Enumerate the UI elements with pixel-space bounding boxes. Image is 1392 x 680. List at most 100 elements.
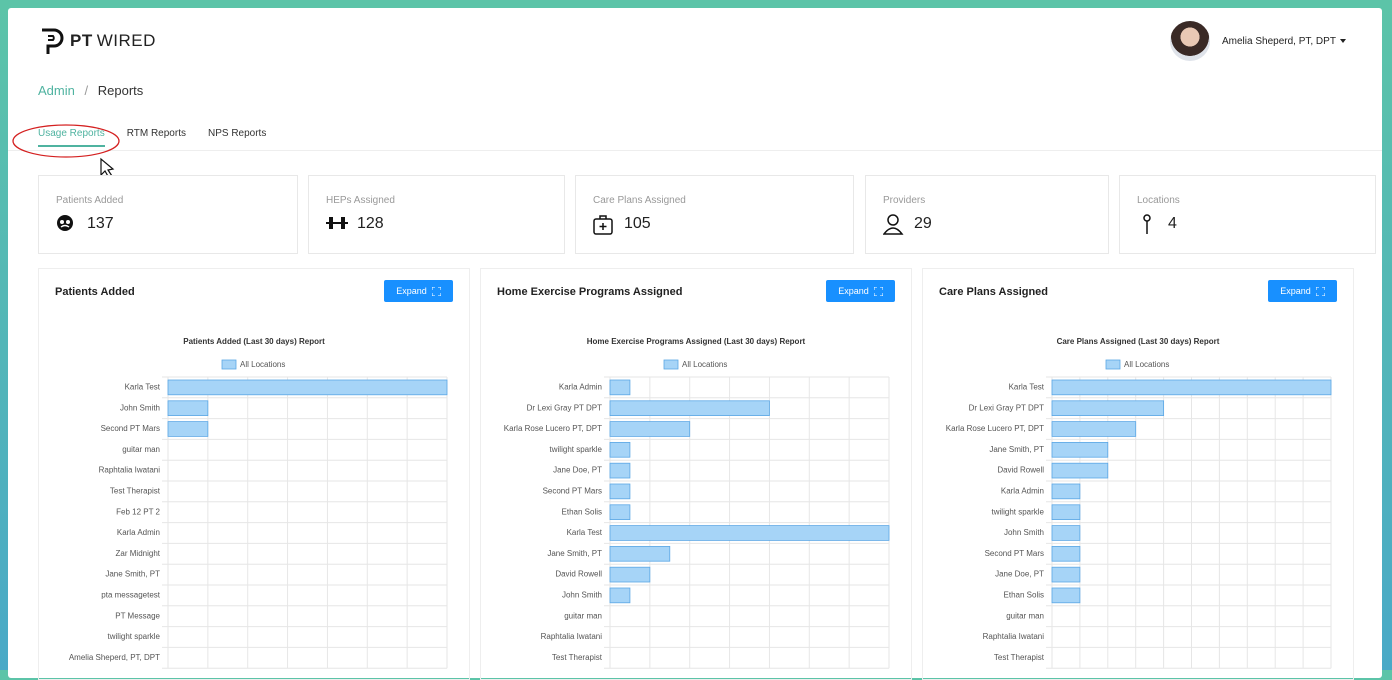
y-tick-label: Jane Doe, PT bbox=[553, 466, 602, 475]
logo-text: WIRED bbox=[96, 31, 156, 50]
legend-label: All Locations bbox=[240, 360, 285, 369]
annotation bbox=[12, 124, 120, 179]
y-tick-label: guitar man bbox=[564, 611, 602, 620]
bar bbox=[609, 504, 631, 521]
y-tick-label: Karla Admin bbox=[117, 528, 160, 537]
y-tick-label: guitar man bbox=[122, 445, 160, 454]
y-tick-label: Karla Admin bbox=[559, 383, 602, 392]
y-tick-label: Dr Lexi Gray PT DPT bbox=[969, 403, 1045, 412]
stat-icon bbox=[326, 217, 348, 229]
y-tick-label: Ethan Solis bbox=[1004, 591, 1044, 600]
logo-bold: PT bbox=[70, 31, 93, 50]
bar bbox=[609, 379, 631, 396]
y-tick-label: Karla Rose Lucero PT, DPT bbox=[504, 424, 602, 433]
bar bbox=[609, 525, 890, 541]
chart-panel: Home Exercise Programs Assigned Expand H… bbox=[480, 268, 912, 680]
bar bbox=[609, 441, 631, 458]
breadcrumb-sep: / bbox=[84, 83, 89, 98]
chart: Patients Added (Last 30 days) Report All … bbox=[69, 337, 448, 669]
bar bbox=[1051, 483, 1081, 500]
stat-icon bbox=[593, 215, 613, 235]
bar bbox=[167, 400, 209, 417]
logo[interactable]: PT WIRED bbox=[38, 26, 156, 56]
y-tick-label: Jane Smith, PT bbox=[105, 570, 160, 579]
breadcrumb-link[interactable]: Admin bbox=[38, 83, 75, 98]
stat-value: 128 bbox=[357, 215, 384, 232]
panel-heading: Patients Added bbox=[55, 286, 135, 298]
y-tick-label: John Smith bbox=[1004, 528, 1044, 537]
button-label: Expand bbox=[1280, 286, 1311, 296]
y-tick-label: Test Therapist bbox=[110, 487, 161, 496]
stat-icon bbox=[883, 214, 904, 235]
y-tick-label: John Smith bbox=[562, 591, 602, 600]
tabs: Usage Reports RTM Reports NPS Reports bbox=[38, 128, 266, 147]
legend-label: All Locations bbox=[682, 360, 727, 369]
chart-panel: Patients Added Expand Patients Added (La… bbox=[38, 268, 470, 680]
y-tick-label: Jane Smith, PT bbox=[547, 549, 602, 558]
bar bbox=[1051, 587, 1081, 604]
stat-card: HEPs Assigned 128 bbox=[308, 175, 565, 254]
y-tick-label: David Rowell bbox=[997, 466, 1044, 475]
tab[interactable]: RTM Reports bbox=[126, 128, 186, 139]
bar bbox=[609, 566, 651, 583]
chart: Home Exercise Programs Assigned (Last 30… bbox=[504, 337, 890, 669]
bar bbox=[1051, 379, 1332, 396]
y-tick-label: twilight sparkle bbox=[108, 632, 161, 641]
user-name: Amelia Sheperd, PT, DPT bbox=[1222, 35, 1336, 47]
user-menu[interactable]: Amelia Sheperd, PT, DPT bbox=[1170, 21, 1350, 61]
stat-icon bbox=[1143, 214, 1151, 234]
tab[interactable]: NPS Reports bbox=[207, 128, 267, 139]
bar bbox=[1051, 400, 1164, 417]
tab-divider bbox=[8, 150, 1382, 151]
legend-swatch bbox=[663, 359, 679, 370]
legend-swatch bbox=[1105, 359, 1121, 370]
stat-label: Providers bbox=[883, 195, 926, 206]
y-tick-label: Feb 12 PT 2 bbox=[116, 507, 160, 516]
y-tick-label: Raphtalia Iwatani bbox=[541, 632, 603, 641]
y-tick-label: Second PT Mars bbox=[101, 424, 160, 433]
stat-icon bbox=[57, 215, 73, 231]
button-label: Expand bbox=[838, 286, 869, 296]
panel-heading: Home Exercise Programs Assigned bbox=[497, 286, 683, 298]
y-tick-label: Test Therapist bbox=[552, 653, 603, 662]
expand-button[interactable]: Expand bbox=[826, 280, 895, 302]
stat-value: 4 bbox=[1168, 215, 1177, 232]
bar bbox=[609, 400, 770, 417]
y-tick-label: David Rowell bbox=[555, 570, 602, 579]
legend-label: All Locations bbox=[1124, 360, 1169, 369]
bar bbox=[609, 483, 631, 500]
bar bbox=[609, 545, 671, 562]
bar bbox=[1051, 525, 1081, 541]
avatar bbox=[1170, 21, 1210, 61]
y-tick-label: Dr Lexi Gray PT DPT bbox=[527, 403, 603, 412]
y-tick-label: Second PT Mars bbox=[985, 549, 1044, 558]
y-tick-label: guitar man bbox=[1006, 611, 1044, 620]
stat-label: HEPs Assigned bbox=[326, 195, 395, 206]
y-tick-label: Raphtalia Iwatani bbox=[99, 466, 161, 475]
logo-icon bbox=[42, 28, 64, 54]
bar bbox=[1051, 462, 1109, 479]
stat-card: Providers 29 bbox=[865, 175, 1109, 254]
expand-button[interactable]: Expand bbox=[1268, 280, 1337, 302]
y-tick-label: Second PT Mars bbox=[543, 487, 602, 496]
stat-card: Locations 4 bbox=[1119, 175, 1376, 254]
y-tick-label: Amelia Sheperd, PT, DPT bbox=[69, 653, 160, 662]
dropdown-caret bbox=[1339, 39, 1346, 43]
chart-title: Care Plans Assigned (Last 30 days) Repor… bbox=[1057, 337, 1220, 346]
bar bbox=[1051, 421, 1137, 437]
bar bbox=[167, 421, 209, 437]
chart-title: Patients Added (Last 30 days) Report bbox=[183, 337, 325, 346]
chart-title: Home Exercise Programs Assigned (Last 30… bbox=[587, 337, 806, 346]
chart-panel: Care Plans Assigned Expand Care Plans As… bbox=[922, 268, 1354, 680]
stat-card: Care Plans Assigned 105 bbox=[575, 175, 854, 254]
y-tick-label: Ethan Solis bbox=[562, 507, 602, 516]
expand-button[interactable]: Expand bbox=[384, 280, 453, 302]
y-tick-label: Karla Admin bbox=[1001, 487, 1044, 496]
legend-swatch bbox=[221, 359, 237, 370]
bar bbox=[1051, 504, 1081, 521]
tab[interactable]: Usage Reports bbox=[38, 128, 105, 147]
panel-heading: Care Plans Assigned bbox=[939, 286, 1049, 298]
bar bbox=[1051, 545, 1081, 562]
y-tick-label: twilight sparkle bbox=[992, 507, 1045, 516]
